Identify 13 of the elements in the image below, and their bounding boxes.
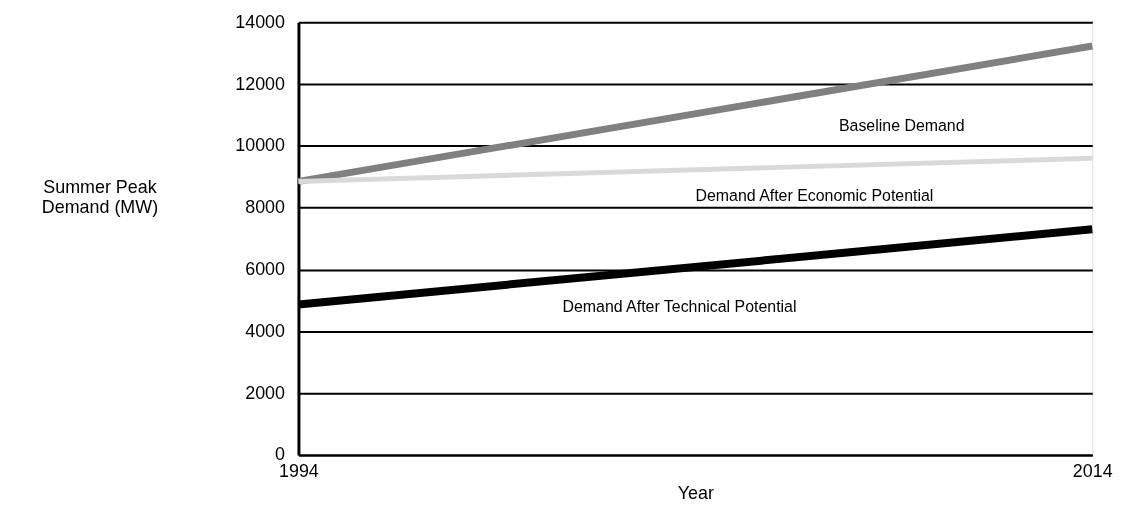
y-tick-label: 10000 (235, 135, 286, 156)
x-tick-label: 2014 (1072, 461, 1113, 482)
series-label: Baseline Demand (838, 117, 965, 135)
y-tick-label: 4000 (245, 320, 286, 341)
y-tick-label: 12000 (235, 73, 286, 94)
series-label: Demand After Technical Potential (562, 298, 797, 316)
y-tick-label: 8000 (245, 197, 286, 218)
y-tick-label: 14000 (235, 11, 286, 32)
y-tick-label: 2000 (245, 382, 286, 403)
x-axis-title: Year (677, 483, 714, 504)
y-tick-label: 6000 (245, 258, 286, 279)
series-label: Demand After Economic Potential (695, 187, 934, 205)
y-axis-title: Summer Peak Demand (MW) (41, 177, 159, 218)
